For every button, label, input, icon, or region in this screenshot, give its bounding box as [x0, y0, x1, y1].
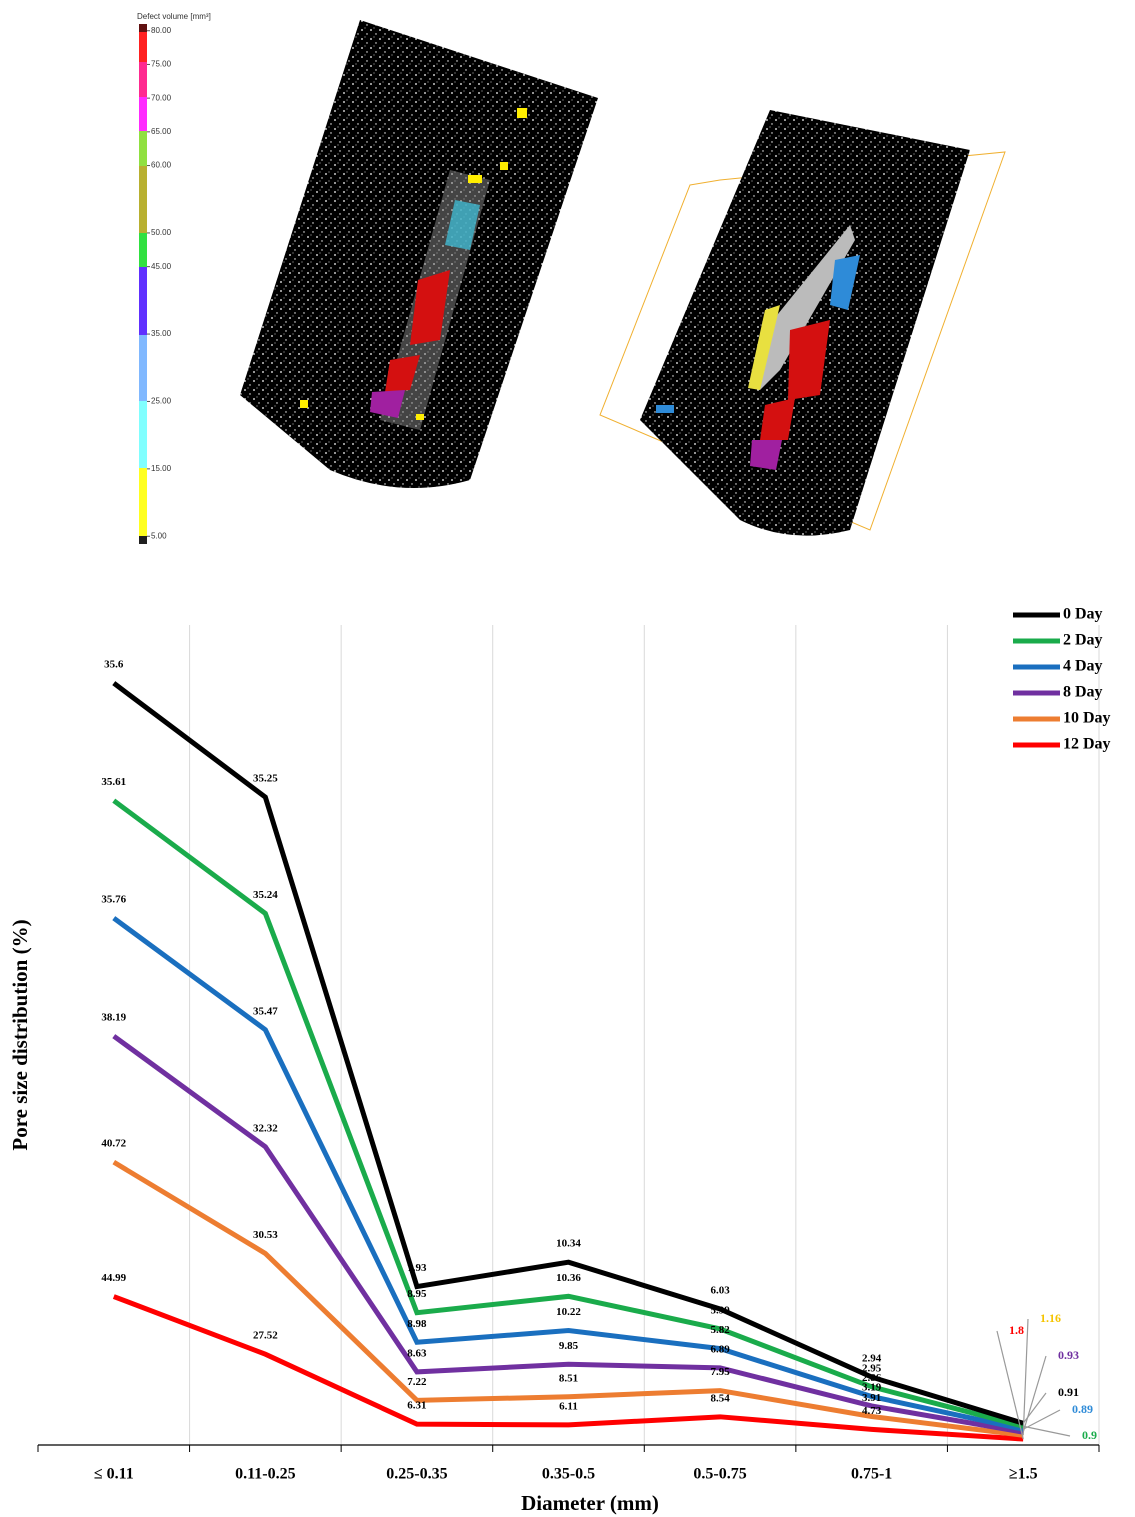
ct-image-right: [599, 110, 1006, 536]
data-label: 30.53: [253, 1229, 278, 1241]
data-label: 27.52: [253, 1330, 278, 1342]
leader-line: [1022, 1355, 1047, 1433]
color-bar-label: 5.00: [151, 531, 167, 540]
data-label: 8.98: [407, 1318, 427, 1330]
data-label: 10.22: [556, 1306, 581, 1318]
legend-label: 10 Day: [1063, 710, 1111, 727]
x-tick-label: 0.75-1: [851, 1466, 892, 1483]
data-label: 35.76: [101, 894, 126, 906]
data-label: 35.6: [104, 659, 124, 671]
color-bar-label: 35.00: [151, 329, 172, 338]
data-label: 4.73: [862, 1405, 882, 1417]
color-bar-label: 75.00: [151, 60, 172, 69]
x-axis-label: Diameter (mm): [521, 1491, 659, 1515]
data-label: 35.61: [101, 776, 126, 788]
x-tick-label: 0.25-0.35: [386, 1466, 447, 1483]
data-label: 2.95: [862, 1362, 882, 1374]
data-label: 0.91: [1058, 1385, 1079, 1399]
data-label: 2.94: [862, 1353, 882, 1365]
data-label: 8.51: [559, 1372, 578, 1384]
color-bar-title: Defect volume [mm³]: [137, 12, 211, 21]
data-label: 7.93: [407, 1262, 427, 1274]
color-bar-label: 45.00: [151, 262, 172, 271]
y-axis-label: Pore size distribution (%): [8, 919, 32, 1150]
color-bar-label: 15.00: [151, 464, 172, 473]
data-label: 8.63: [407, 1347, 427, 1359]
series-line: [112, 681, 1024, 1426]
data-label: 2.86: [862, 1372, 882, 1384]
data-label: 6.11: [559, 1400, 578, 1412]
leader-line: [1022, 1409, 1061, 1430]
leader-line: [996, 1330, 1024, 1440]
ct-image-left: [240, 20, 598, 488]
data-label: 8.54: [710, 1392, 730, 1404]
data-label: 35.47: [253, 1005, 278, 1017]
leader-line: [1022, 1318, 1029, 1436]
series-line: [112, 798, 1024, 1429]
data-label: 0.93: [1058, 1348, 1079, 1362]
data-label: 3.91: [862, 1392, 881, 1404]
series-line: [112, 916, 1024, 1432]
data-label: 32.32: [253, 1122, 278, 1134]
data-label: 0.9: [1082, 1428, 1097, 1442]
x-tick-label: 0.11-0.25: [235, 1466, 295, 1483]
color-bar-label: 50.00: [151, 228, 172, 237]
series-line: [112, 1294, 1024, 1442]
legend-label: 12 Day: [1063, 736, 1111, 753]
data-label: 35.24: [253, 889, 278, 901]
color-bar-label: 80.00: [151, 26, 172, 35]
color-bar-label: 60.00: [151, 161, 172, 170]
data-label: 44.99: [101, 1272, 126, 1284]
data-label: 40.72: [101, 1138, 126, 1150]
x-tick-label: ≤ 0.11: [94, 1466, 134, 1483]
data-label: 1.16: [1040, 1311, 1061, 1325]
data-label: 5.82: [710, 1324, 730, 1336]
legend-label: 2 Day: [1063, 632, 1103, 649]
data-label: 10.36: [556, 1272, 581, 1284]
legend-label: 4 Day: [1063, 658, 1103, 675]
color-bar-label: 70.00: [151, 93, 172, 102]
color-bar: Defect volume [mm³] 80.00 75.00 70.00 65.00…: [137, 12, 211, 544]
legend-label: 8 Day: [1063, 684, 1103, 701]
data-label: 7.22: [407, 1376, 427, 1388]
series-line: [112, 1160, 1024, 1438]
data-label: 6.03: [710, 1285, 730, 1297]
data-label: 6.31: [407, 1400, 426, 1412]
data-label: 10.34: [556, 1238, 581, 1250]
data-label: 5.99: [710, 1304, 730, 1316]
color-bar-label: 65.00: [151, 127, 172, 136]
data-label: 0.89: [1072, 1402, 1093, 1416]
data-label: 6.89: [710, 1343, 730, 1355]
legend-label: 0 Day: [1063, 606, 1103, 623]
data-label: 3.19: [862, 1381, 882, 1393]
x-tick-label: 0.5-0.75: [693, 1466, 746, 1483]
x-tick-label: 0.35-0.5: [542, 1466, 595, 1483]
leader-line: [1023, 1425, 1071, 1437]
data-label: 1.8: [1009, 1323, 1024, 1337]
data-label: 9.85: [559, 1340, 579, 1352]
data-label: 38.19: [101, 1012, 126, 1024]
color-bar-label: 25.00: [151, 397, 172, 406]
series-line: [112, 1034, 1024, 1435]
data-label: 8.95: [407, 1288, 427, 1300]
data-label: 35.25: [253, 773, 278, 785]
x-tick-label: ≥1.5: [1009, 1466, 1038, 1483]
data-label: 7.95: [710, 1366, 730, 1378]
